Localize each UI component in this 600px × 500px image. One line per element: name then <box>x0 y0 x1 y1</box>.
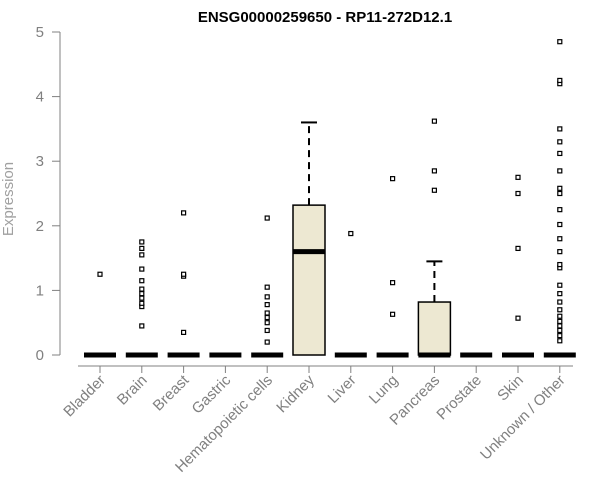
outlier-point <box>557 333 563 339</box>
box-group <box>125 239 158 358</box>
outlier-point <box>264 294 270 300</box>
outlier-point <box>390 280 396 286</box>
box-group <box>84 271 116 358</box>
x-tick-label: Lung <box>366 372 402 408</box>
outlier-point <box>557 327 563 334</box>
outlier-point <box>431 118 437 124</box>
outlier-point <box>557 338 563 344</box>
box-group <box>502 174 534 358</box>
outlier-point <box>557 150 563 157</box>
box-iqr <box>292 204 326 356</box>
outlier-point <box>557 185 563 191</box>
y-axis: 0 1 2 3 4 5 <box>36 24 61 364</box>
outlier-point <box>139 323 145 329</box>
x-tick-label: Skin <box>494 372 527 405</box>
chart-title: ENSG00000259650 - RP11-272D12.1 <box>198 9 452 26</box>
outlier-point <box>264 302 270 308</box>
outlier-point <box>557 307 563 313</box>
outlier-point <box>139 252 145 258</box>
outlier-point <box>557 190 563 197</box>
outlier-point <box>557 282 563 288</box>
outlier-point <box>139 245 145 252</box>
outlier-point <box>557 323 563 329</box>
outlier-point <box>264 215 270 221</box>
outlier-point <box>557 249 563 255</box>
outlier-point <box>431 187 437 193</box>
box-iqr <box>417 301 452 356</box>
outlier-point <box>557 126 563 132</box>
outlier-point <box>557 39 563 45</box>
box-group <box>251 215 284 358</box>
outlier-point <box>264 339 270 345</box>
outlier-point <box>557 318 563 325</box>
y-axis-label: Expression <box>0 162 17 236</box>
outlier-point <box>181 329 187 335</box>
outlier-point <box>264 314 270 321</box>
outlier-point <box>557 291 563 297</box>
box-group <box>334 230 367 358</box>
outlier-point <box>557 261 563 268</box>
outlier-point <box>515 315 521 321</box>
outlier-point <box>557 221 563 228</box>
outlier-point <box>515 245 521 252</box>
y-tick-label: 0 <box>36 347 44 364</box>
x-tick-label: Breast <box>150 371 193 414</box>
outlier-point <box>557 236 563 242</box>
y-tick-label: 1 <box>36 282 44 299</box>
outlier-point <box>181 210 187 216</box>
outlier-point <box>557 77 563 84</box>
outlier-point <box>557 207 563 213</box>
outlier-point <box>390 311 396 317</box>
outlier-point <box>139 286 145 292</box>
box-group <box>543 39 576 358</box>
outlier-point <box>139 295 145 301</box>
outlier-point <box>264 310 270 316</box>
plot-area <box>84 39 576 358</box>
outlier-point <box>139 239 145 245</box>
box-group <box>292 121 326 356</box>
outlier-point <box>139 278 145 284</box>
box-group <box>417 118 452 358</box>
outlier-point <box>390 176 396 182</box>
x-tick-label: Bladder <box>60 372 109 421</box>
outlier-point <box>557 313 563 319</box>
y-tick-label: 5 <box>36 24 44 41</box>
y-tick-label: 2 <box>36 218 44 235</box>
outlier-point <box>264 284 270 290</box>
x-tick-label: Liver <box>325 372 360 407</box>
outlier-point <box>557 139 563 145</box>
x-tick-label: Kidney <box>273 371 318 416</box>
outlier-point <box>139 300 145 306</box>
y-tick-label: 4 <box>36 89 44 106</box>
x-tick-label: Brain <box>114 372 151 409</box>
outlier-point <box>264 327 270 334</box>
outlier-point <box>557 299 563 305</box>
box-group <box>376 176 409 358</box>
outlier-point <box>515 174 521 180</box>
outlier-point <box>348 230 354 237</box>
outlier-point <box>97 271 103 277</box>
outlier-point <box>139 291 145 297</box>
outlier-point <box>515 190 521 197</box>
outlier-point <box>139 266 145 272</box>
outlier-point <box>181 271 187 277</box>
outlier-point <box>431 168 437 174</box>
outlier-point <box>557 168 563 174</box>
y-tick-label: 3 <box>36 153 44 170</box>
box-group <box>167 210 200 358</box>
x-tick-label: Prostate <box>433 372 485 424</box>
outlier-point <box>264 320 270 326</box>
